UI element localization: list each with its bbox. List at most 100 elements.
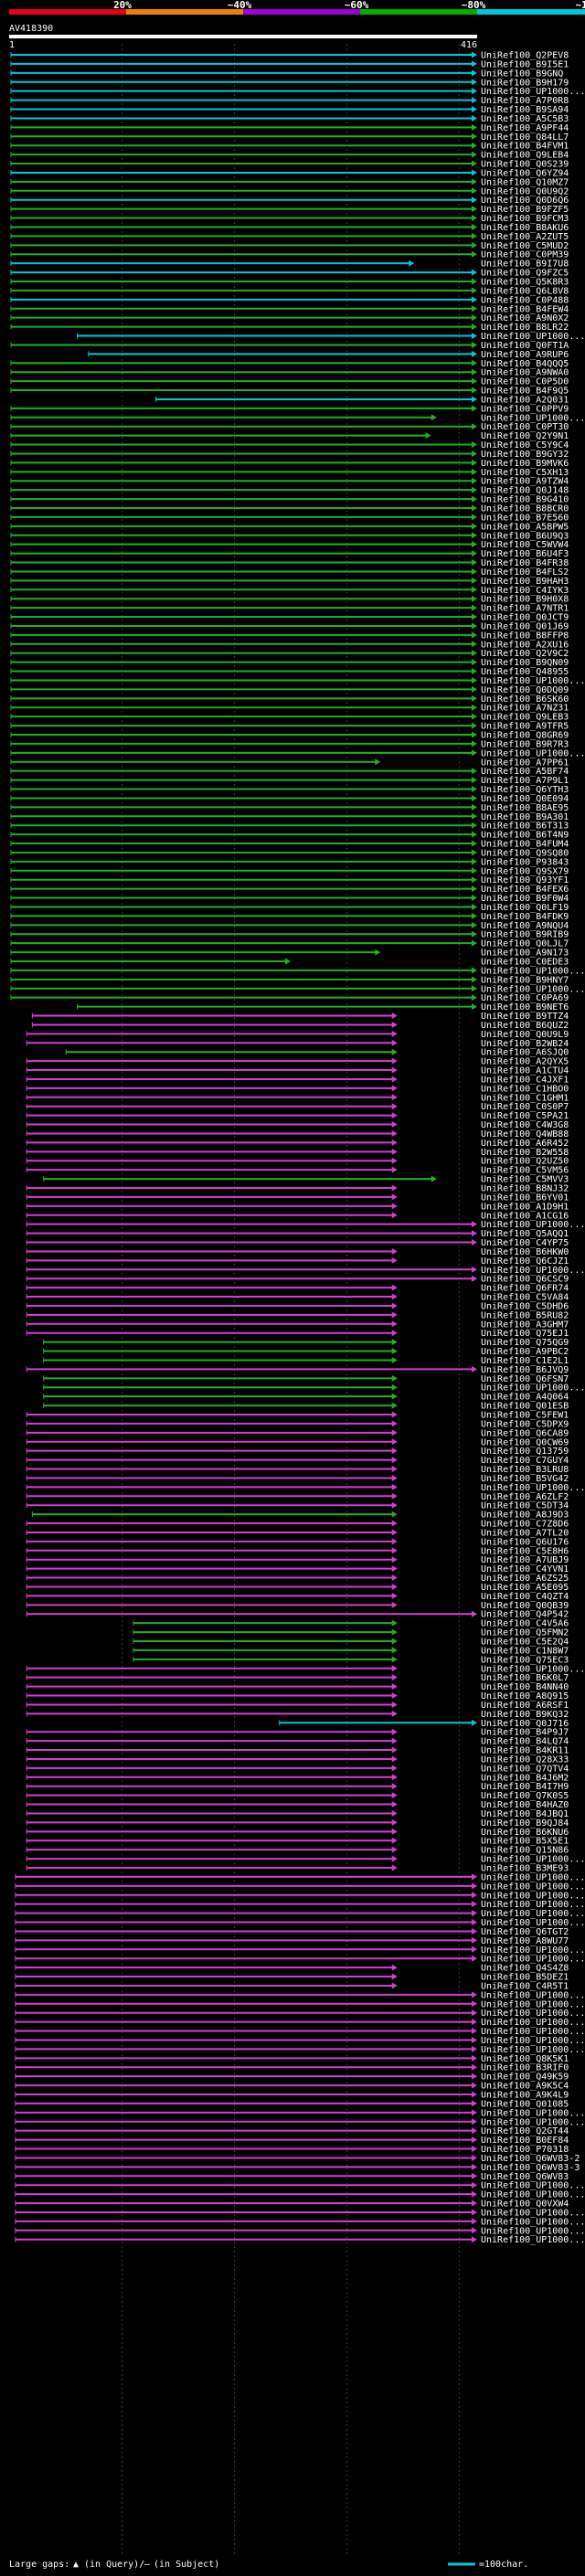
hit-label[interactable]: UniRef100_B9SA94	[481, 105, 569, 115]
hit-row[interactable]: UniRef100_C0PM39	[10, 250, 569, 260]
hit-row[interactable]: UniRef100_B4HAZ0	[26, 1800, 569, 1810]
hit-label[interactable]: UniRef100_B9FCM3	[481, 214, 569, 224]
hit-row[interactable]: UniRef100_B9F0W4	[10, 894, 569, 904]
hit-label[interactable]: UniRef100_B4FVM1	[481, 142, 569, 152]
hit-row[interactable]: UniRef100_B5VG42	[26, 1474, 569, 1484]
hit-label[interactable]: UniRef100_Q0E094	[481, 794, 569, 804]
hit-row[interactable]: UniRef100_Q6FSN7	[43, 1374, 569, 1384]
hit-label[interactable]: UniRef100_A9NQU4	[481, 921, 569, 931]
hit-label[interactable]: UniRef100_A6ZS25	[481, 1574, 569, 1584]
hit-row[interactable]: UniRef100_Q0LJL7	[10, 939, 569, 949]
hit-label[interactable]: UniRef100_B9MVK6	[481, 459, 569, 469]
hit-row[interactable]: UniRef100_Q6YTH3	[10, 785, 569, 795]
hit-label[interactable]: UniRef100_Q6CJZ1	[481, 1256, 569, 1267]
hit-row[interactable]: UniRef100_A7UBJ9	[26, 1555, 569, 1565]
hit-label[interactable]: UniRef100_Q84LL7	[481, 133, 569, 143]
hit-row[interactable]: UniRef100_A2QYX5	[26, 1057, 569, 1067]
hit-label[interactable]: UniRef100_B9HAH3	[481, 577, 569, 587]
hit-label[interactable]: UniRef100_Q0DQ09	[481, 685, 569, 695]
hit-label[interactable]: UniRef100_B9RIB9	[481, 930, 569, 940]
hit-label[interactable]: UniRef100_B6YV01	[481, 1193, 569, 1203]
hit-row[interactable]: UniRef100_B4JBQ1	[26, 1809, 569, 1819]
hit-row[interactable]: UniRef100_C4V5A6	[133, 1619, 569, 1629]
hit-row[interactable]: UniRef100_C4JXF1	[26, 1075, 569, 1085]
hit-label[interactable]: UniRef100_A5BPW5	[481, 522, 569, 532]
hit-label[interactable]: UniRef100_UP1000...	[481, 1945, 585, 1956]
hit-label[interactable]: UniRef100_UP1000...	[481, 2226, 585, 2236]
hit-label[interactable]: UniRef100_B4FEX6	[481, 885, 569, 895]
hit-row[interactable]: UniRef100_UP1000...	[15, 1872, 585, 1882]
hit-row[interactable]: UniRef100_Q2PEV8	[10, 51, 569, 61]
hit-label[interactable]: UniRef100_Q0U9L9	[481, 1030, 569, 1040]
hit-row[interactable]: UniRef100_Q0DQ09	[10, 685, 569, 695]
hit-row[interactable]: UniRef100_Q0J148	[10, 486, 569, 496]
hit-row[interactable]: UniRef100_C5WVW4	[10, 540, 569, 550]
hit-row[interactable]: UniRef100_Q93YF1	[10, 875, 569, 885]
hit-row[interactable]: UniRef100_B9H179	[10, 78, 569, 88]
hit-label[interactable]: UniRef100_Q0D6Q6	[481, 196, 569, 206]
hit-row[interactable]: UniRef100_Q48955	[10, 667, 569, 677]
hit-row[interactable]: UniRef100_UP1000...	[15, 2009, 585, 2019]
hit-label[interactable]: UniRef100_C5DHD6	[481, 1301, 569, 1311]
hit-label[interactable]: UniRef100_UP1000...	[481, 966, 585, 976]
hit-label[interactable]: UniRef100_C1E2L1	[481, 1356, 569, 1366]
hit-row[interactable]: UniRef100_UP1000...	[15, 1999, 585, 2009]
hit-label[interactable]: UniRef100_C5MVV3	[481, 1175, 569, 1185]
hit-row[interactable]: UniRef100_Q9FZC5	[10, 269, 569, 279]
hit-row[interactable]: UniRef100_Q2V9C2	[10, 649, 569, 659]
hit-row[interactable]: UniRef100_C7Z8D6	[26, 1520, 569, 1530]
hit-label[interactable]: UniRef100_UP1000...	[481, 984, 585, 994]
hit-label[interactable]: UniRef100_B4P9J7	[481, 1728, 569, 1738]
hit-label[interactable]: UniRef100_Q6CA89	[481, 1428, 569, 1438]
hit-label[interactable]: UniRef100_A2QYX5	[481, 1057, 569, 1067]
hit-row[interactable]: UniRef100_Q5FMN2	[133, 1628, 569, 1638]
hit-row[interactable]: UniRef100_C5DHD6	[26, 1301, 569, 1311]
hit-row[interactable]: UniRef100_Q84LL7	[10, 133, 569, 143]
hit-label[interactable]: UniRef100_Q48955	[481, 667, 569, 677]
hit-row[interactable]: UniRef100_C5E2Q4	[133, 1638, 569, 1648]
hit-label[interactable]: UniRef100_C4JXF1	[481, 1075, 569, 1085]
hit-row[interactable]: UniRef100_B6U9Q3	[10, 531, 569, 541]
hit-row[interactable]: UniRef100_B4NN40	[26, 1682, 569, 1692]
hit-label[interactable]: UniRef100_Q2V9C2	[481, 649, 569, 659]
hit-label[interactable]: UniRef100_Q10MZ7	[481, 177, 569, 187]
hit-label[interactable]: UniRef100_UP1000...	[481, 413, 585, 423]
hit-label[interactable]: UniRef100_UP1000...	[481, 1483, 585, 1493]
hit-label[interactable]: UniRef100_B9F0W4	[481, 894, 569, 904]
hit-row[interactable]: UniRef100_A8J9D3	[31, 1511, 569, 1521]
hit-label[interactable]: UniRef100_B9H0X8	[481, 595, 569, 605]
hit-label[interactable]: UniRef100_P70318	[481, 2145, 569, 2155]
hit-row[interactable]: UniRef100_B9GY32	[10, 450, 569, 460]
hit-label[interactable]: UniRef100_C4V5A6	[481, 1619, 569, 1629]
hit-label[interactable]: UniRef100_A5C5B3	[481, 114, 569, 124]
hit-label[interactable]: UniRef100_C5DT34	[481, 1501, 569, 1511]
hit-row[interactable]: UniRef100_A7P0R8	[10, 96, 569, 106]
hit-row[interactable]: UniRef100_UP1000...	[10, 413, 585, 423]
hit-label[interactable]: UniRef100_UP1000...	[481, 1918, 585, 1928]
hit-label[interactable]: UniRef100_B8AE95	[481, 803, 569, 813]
hit-row[interactable]: UniRef100_P70318	[15, 2145, 569, 2155]
hit-row[interactable]: UniRef100_B4P9J7	[26, 1728, 569, 1738]
hit-label[interactable]: UniRef100_Q6U176	[481, 1537, 569, 1547]
hit-row[interactable]: UniRef100_B2W558	[26, 1148, 569, 1158]
hit-row[interactable]: UniRef100_B8AKU6	[10, 223, 569, 233]
hit-label[interactable]: UniRef100_Q9SQ80	[481, 848, 569, 858]
hit-label[interactable]: UniRef100_B9H179	[481, 78, 569, 88]
hit-row[interactable]: UniRef100_C5PA21	[26, 1111, 569, 1121]
hit-row[interactable]: UniRef100_Q6WV83	[15, 2172, 569, 2182]
hit-row[interactable]: UniRef100_A9PBC2	[43, 1347, 569, 1357]
hit-row[interactable]: UniRef100_C0EDE3	[10, 958, 569, 968]
hit-row[interactable]: UniRef100_UP1000...	[10, 748, 585, 758]
hit-row[interactable]: UniRef100_UP1000...	[26, 1855, 585, 1865]
hit-label[interactable]: UniRef100_C5MUD2	[481, 241, 569, 251]
hit-label[interactable]: UniRef100_A6R452	[481, 1139, 569, 1149]
hit-row[interactable]: UniRef100_UP1000...	[26, 1220, 585, 1230]
hit-label[interactable]: UniRef100_Q5K8R3	[481, 278, 569, 288]
hit-label[interactable]: UniRef100_B4J6M2	[481, 1773, 569, 1783]
hit-label[interactable]: UniRef100_C4IYK3	[481, 586, 569, 596]
hit-row[interactable]: UniRef100_A9N0X2	[10, 313, 569, 323]
hit-label[interactable]: UniRef100_Q75EC3	[481, 1655, 569, 1665]
hit-row[interactable]: UniRef100_B8FFP8	[10, 631, 569, 641]
hit-row[interactable]: UniRef100_Q7K0S5	[26, 1791, 569, 1801]
hit-label[interactable]: UniRef100_Q2GT44	[481, 2126, 569, 2136]
